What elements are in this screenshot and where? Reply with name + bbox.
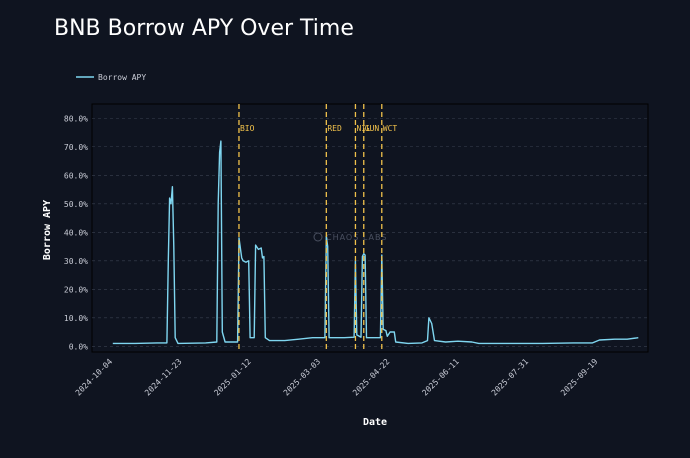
y-tick-label: 30.0% <box>64 257 88 266</box>
y-tick-label: 10.0% <box>64 314 88 323</box>
y-axis-label: Borrow APY <box>42 200 53 260</box>
x-tick-label: 2025-06-11 <box>420 357 461 398</box>
chart-title: BNB Borrow APY Over Time <box>54 16 354 41</box>
x-tick-label: 2025-07-31 <box>490 357 531 398</box>
event-label-gun: GUN <box>365 124 380 133</box>
y-tick-label: 0.0% <box>69 342 88 351</box>
legend-entry-borrow-apy: Borrow APY <box>98 73 146 82</box>
series-line <box>112 140 639 345</box>
event-label-red: RED <box>327 124 342 133</box>
y-tick-label: 60.0% <box>64 171 88 180</box>
x-tick-label: 2024-11-23 <box>143 357 184 398</box>
event-markers: BIOREDNILGUNWCT <box>238 104 398 352</box>
gridlines <box>92 117 648 347</box>
y-axis-ticks: 0.0% 10.0% 20.0% 30.0% 40.0% 50.0% 60.0% 70.0% 8… <box>64 114 88 351</box>
y-tick-label: 80.0% <box>64 114 88 123</box>
plot-border <box>91 103 649 353</box>
x-tick-label: 2025-09-19 <box>559 357 600 398</box>
x-tick-label: 2025-04-22 <box>351 357 392 398</box>
y-tick-label: 20.0% <box>64 285 88 294</box>
x-tick-label: 2025-01-12 <box>212 357 253 398</box>
watermark-text: CHAOS LABS <box>326 233 387 242</box>
watermark-logo-icon <box>313 232 323 242</box>
x-axis-label: Date <box>363 417 387 428</box>
event-label-wct: WCT <box>383 124 398 133</box>
y-tick-label: 70.0% <box>64 143 88 152</box>
event-label-bio: BIO <box>240 124 255 133</box>
y-tick-label: 40.0% <box>64 228 88 237</box>
x-axis-ticks: 2024-10-04 2024-11-23 2025-01-12 2025-03-03… <box>74 357 600 398</box>
watermark: CHAOS LABS <box>313 232 387 242</box>
series-borrow-apy <box>112 140 639 345</box>
legend: Borrow APY <box>76 73 146 82</box>
y-tick-label: 50.0% <box>64 200 88 209</box>
plot-area <box>91 103 649 353</box>
x-tick-label: 2025-03-03 <box>282 357 323 398</box>
x-tick-label: 2024-10-04 <box>74 357 115 398</box>
